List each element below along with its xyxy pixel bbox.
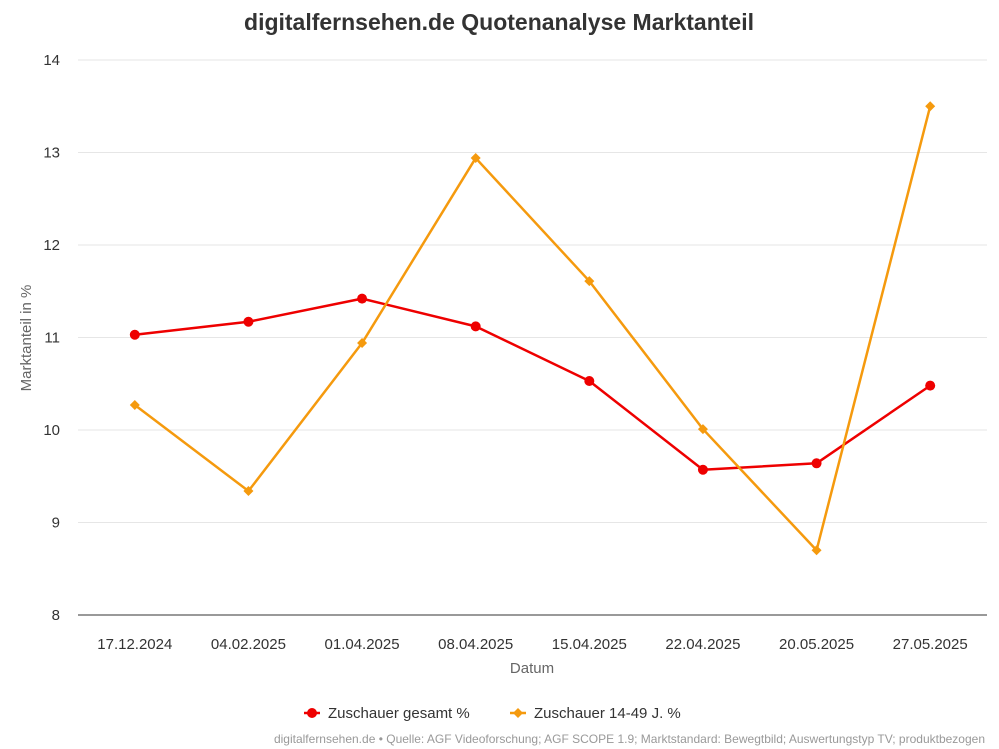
data-point[interactable] [470,321,481,332]
x-tick-label: 08.04.2025 [438,636,513,653]
grid [78,59,987,616]
data-point[interactable] [129,400,140,411]
data-point[interactable] [584,276,595,287]
legend-label: Zuschauer 14-49 J. % [534,705,681,722]
y-tick-label: 10 [43,422,60,439]
series [129,101,936,556]
data-point[interactable] [243,316,254,327]
x-tick-label: 27.05.2025 [893,636,968,653]
y-axis-title: Marktanteil in % [18,285,35,392]
y-axis-ticks: 8 9 10 11 12 13 14 [43,52,60,624]
legend-marker [307,708,317,718]
y-tick-label: 14 [43,52,60,69]
legend-label: Zuschauer gesamt % [328,705,470,722]
credits: digitalfernsehen.de • Quelle: AGF Videof… [274,732,985,746]
data-point[interactable] [925,380,936,391]
x-tick-label: 15.04.2025 [552,636,627,653]
series-line [134,297,931,472]
data-point[interactable] [697,464,708,475]
data-point[interactable] [129,329,140,340]
chart-title: digitalfernsehen.de Quotenanalyse Markta… [244,9,754,35]
y-tick-label: 12 [43,237,60,254]
x-tick-label: 04.02.2025 [211,636,286,653]
x-axis-ticks: 17.12.2024 04.02.2025 01.04.2025 08.04.2025… [97,636,967,653]
data-point[interactable] [811,458,822,469]
data-point[interactable] [697,424,708,435]
legend[interactable]: Zuschauer gesamt % Zuschauer 14-49 J. % [304,705,681,722]
legend-item[interactable]: Zuschauer gesamt % [304,705,470,722]
data-point[interactable] [243,486,254,497]
x-tick-label: 17.12.2024 [97,636,172,653]
x-tick-label: 22.04.2025 [665,636,740,653]
data-point[interactable] [470,153,481,164]
data-point[interactable] [925,101,936,112]
y-tick-label: 11 [44,330,60,347]
data-point[interactable] [584,375,595,386]
y-tick-label: 9 [52,515,60,532]
x-tick-label: 01.04.2025 [325,636,400,653]
x-tick-label: 20.05.2025 [779,636,854,653]
y-tick-label: 13 [43,145,60,162]
legend-marker [513,708,523,718]
y-tick-label: 8 [52,607,60,624]
x-axis-title: Datum [510,660,554,677]
series-1 [129,293,936,475]
data-point[interactable] [357,338,368,349]
legend-item[interactable]: Zuschauer 14-49 J. % [510,705,681,722]
data-point[interactable] [811,545,822,556]
series-line [134,105,932,552]
series-2 [129,101,936,556]
data-point[interactable] [357,293,368,304]
